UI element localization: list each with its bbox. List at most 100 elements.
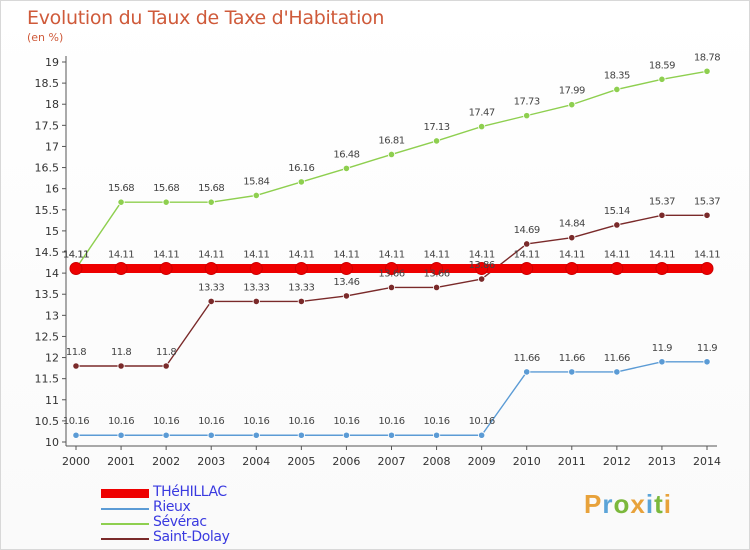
- data-label: 18.59: [649, 60, 675, 71]
- data-point: [207, 431, 215, 439]
- y-tick-label: 12.5: [35, 330, 60, 343]
- data-label: 14.11: [514, 249, 540, 260]
- data-point: [294, 261, 308, 275]
- y-tick-label: 15.5: [35, 204, 60, 217]
- data-point: [159, 261, 173, 275]
- data-label: 13.66: [378, 268, 404, 279]
- data-label: 16.81: [378, 135, 404, 146]
- data-label: 14.11: [198, 249, 224, 260]
- data-label: 17.13: [424, 122, 450, 133]
- data-label: 14.11: [333, 249, 359, 260]
- data-point: [610, 261, 624, 275]
- data-label: 14.11: [108, 249, 134, 260]
- data-label: 11.66: [514, 353, 540, 364]
- data-label: 10.16: [63, 416, 89, 427]
- data-label: 17.99: [559, 86, 585, 97]
- data-label: 15.37: [649, 196, 675, 207]
- data-point: [658, 75, 666, 83]
- y-tick-label: 11.5: [35, 373, 60, 386]
- data-point: [613, 221, 621, 229]
- data-point: [703, 67, 711, 75]
- y-tick-label: 16: [45, 183, 59, 196]
- data-point: [703, 358, 711, 366]
- x-tick-label: 2005: [287, 455, 315, 468]
- legend-swatch: [101, 508, 149, 510]
- x-tick-label: 2001: [107, 455, 135, 468]
- data-point: [207, 297, 215, 305]
- data-label: 14.11: [649, 249, 675, 260]
- data-point: [520, 261, 534, 275]
- data-point: [252, 431, 260, 439]
- data-point: [297, 178, 305, 186]
- data-point: [162, 362, 170, 370]
- y-tick-label: 17.5: [35, 119, 60, 132]
- data-point: [387, 150, 396, 159]
- data-label: 10.16: [288, 416, 314, 427]
- data-point: [523, 368, 531, 376]
- data-point: [478, 431, 486, 439]
- data-label: 10.16: [378, 416, 404, 427]
- data-label: 10.16: [243, 416, 269, 427]
- data-point: [117, 431, 125, 439]
- data-point: [252, 297, 260, 305]
- data-point: [568, 234, 576, 242]
- data-point: [162, 431, 170, 439]
- data-point: [204, 261, 218, 275]
- legend-label: Sévérac: [153, 514, 207, 530]
- legend-swatch: [101, 489, 149, 498]
- data-label: 11.8: [156, 347, 176, 358]
- data-label: 13.33: [288, 282, 314, 293]
- data-point: [475, 261, 489, 275]
- data-label: 14.11: [694, 249, 720, 260]
- x-tick-label: 2002: [152, 455, 180, 468]
- data-point: [703, 211, 711, 219]
- data-label: 10.16: [108, 416, 134, 427]
- x-tick-label: 2009: [468, 455, 496, 468]
- legend-swatch: [101, 538, 149, 540]
- data-point: [478, 123, 486, 131]
- x-tick-label: 2014: [693, 455, 721, 468]
- data-label: 14.11: [288, 249, 314, 260]
- y-tick-label: 11: [45, 394, 59, 407]
- data-point: [432, 431, 441, 439]
- x-tick-label: 2012: [603, 455, 631, 468]
- y-tick-label: 18.5: [35, 77, 60, 90]
- x-tick-label: 2010: [513, 455, 541, 468]
- data-label: 13.86: [469, 260, 495, 271]
- logo-letter: o: [613, 489, 631, 519]
- data-label: 14.11: [604, 249, 630, 260]
- y-tick-label: 14: [45, 267, 59, 280]
- data-point: [565, 261, 579, 275]
- data-label: 16.16: [288, 163, 314, 174]
- data-label: 11.66: [604, 353, 630, 364]
- data-label: 16.48: [333, 149, 359, 160]
- data-point: [568, 368, 576, 376]
- data-point: [568, 101, 576, 109]
- data-point: [342, 431, 351, 439]
- data-point: [700, 261, 714, 275]
- data-label: 15.68: [153, 183, 179, 194]
- logo-letter: r: [602, 489, 614, 519]
- legend-label: Saint-Dolay: [153, 529, 230, 545]
- logo-letter: i: [645, 489, 655, 519]
- data-point: [72, 362, 80, 370]
- data-label: 14.11: [153, 249, 179, 260]
- data-point: [385, 261, 398, 275]
- data-label: 11.9: [697, 343, 717, 354]
- data-label: 14.11: [469, 249, 495, 260]
- data-point: [655, 261, 669, 275]
- logo-letter: P: [584, 489, 603, 519]
- x-tick-label: 2006: [332, 455, 360, 468]
- data-point: [658, 211, 666, 219]
- data-point: [297, 297, 305, 305]
- data-label: 15.37: [694, 196, 720, 207]
- data-label: 13.33: [198, 282, 224, 293]
- legend-label: Rieux: [153, 499, 191, 515]
- y-tick-label: 17: [45, 140, 59, 153]
- data-point: [523, 240, 531, 248]
- data-label: 15.14: [604, 206, 630, 217]
- data-point: [387, 431, 396, 439]
- data-label: 18.35: [604, 70, 630, 81]
- data-point: [658, 358, 666, 366]
